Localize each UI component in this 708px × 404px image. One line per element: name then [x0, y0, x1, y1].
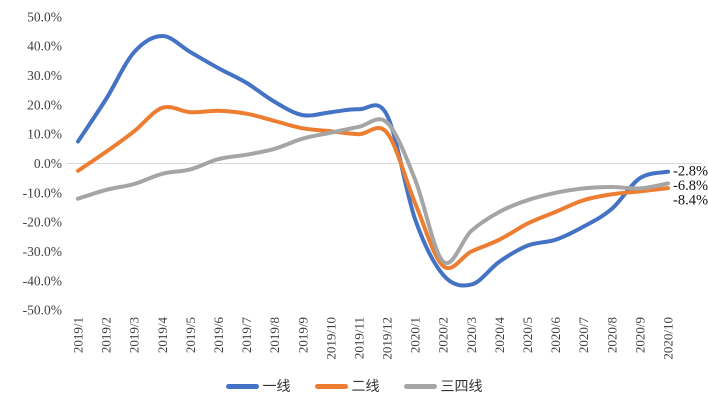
x-tick-label: 2019/3	[127, 317, 142, 353]
legend-item-tier1[interactable]: 一线	[225, 376, 291, 396]
legend-label-tier34: 三四线	[440, 380, 483, 395]
x-tick-label: 2020/4	[492, 317, 507, 354]
legend-swatch-tier1-icon	[225, 383, 259, 389]
legend-item-tier2[interactable]: 二线	[314, 376, 380, 396]
series-line-2	[76, 117, 670, 266]
x-tick-label: 2020/10	[661, 317, 676, 360]
legend: 一线 二线 三四线	[0, 376, 708, 396]
x-tick-label: 2019/4	[155, 317, 170, 354]
y-tick-label: -20.0%	[23, 215, 62, 230]
x-tick-label: 2019/11	[351, 317, 366, 359]
legend-swatch-tier2-icon	[314, 383, 348, 389]
x-tick-label: 2020/1	[408, 317, 423, 353]
y-tick-label: -10.0%	[23, 185, 62, 200]
y-tick-label: 30.0%	[27, 68, 62, 83]
y-tick-label: -40.0%	[23, 273, 62, 288]
x-tick-label: 2020/9	[632, 317, 647, 353]
x-tick-label: 2019/9	[295, 317, 310, 353]
x-tick-label: 2019/8	[267, 317, 282, 353]
x-tick-label: 2020/2	[436, 317, 451, 353]
x-tick-label: 2020/3	[464, 317, 479, 353]
legend-item-tier34[interactable]: 三四线	[403, 376, 483, 396]
x-tick-label: 2019/2	[99, 317, 114, 353]
x-tick-label: 2019/12	[380, 317, 395, 360]
y-tick-label: 40.0%	[27, 39, 62, 54]
y-tick-label: -50.0%	[23, 303, 62, 318]
y-tick-label: 50.0%	[27, 9, 62, 24]
x-tick-label: 2020/5	[520, 317, 535, 353]
x-tick-label: 2020/7	[576, 317, 591, 354]
legend-label-tier1: 一线	[262, 380, 291, 395]
y-tick-label: -30.0%	[23, 244, 62, 259]
series-end-label: -6.8%	[673, 178, 708, 194]
legend-label-tier2: 二线	[351, 380, 380, 395]
x-tick-label: 2019/7	[239, 317, 254, 354]
y-tick-label: 0.0%	[34, 156, 62, 171]
series-line-1	[76, 105, 670, 270]
series-end-label: -2.8%	[673, 164, 708, 180]
series-end-label: -8.4%	[673, 193, 708, 209]
y-tick-label: 20.0%	[27, 97, 62, 112]
series-line-0	[76, 34, 670, 288]
x-tick-label: 2019/10	[323, 317, 338, 360]
legend-swatch-tier34-icon	[403, 383, 437, 389]
x-tick-label: 2019/5	[183, 317, 198, 353]
x-tick-label: 2019/6	[211, 317, 226, 354]
x-tick-label: 2020/8	[604, 317, 619, 353]
x-tick-label: 2020/6	[548, 317, 563, 354]
x-tick-label: 2019/1	[71, 317, 86, 353]
y-tick-label: 10.0%	[27, 127, 62, 142]
